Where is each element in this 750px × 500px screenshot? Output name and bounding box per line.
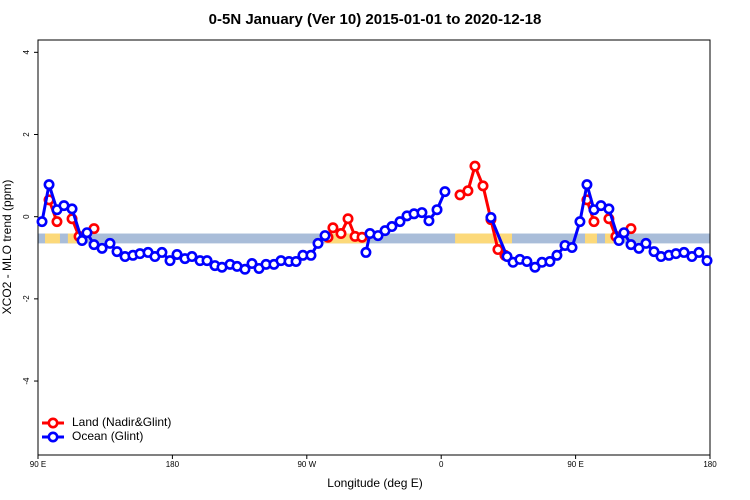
point xyxy=(469,160,481,172)
point xyxy=(305,249,317,261)
legend-label: Ocean (Glint) xyxy=(72,429,143,443)
point xyxy=(246,258,258,270)
point xyxy=(342,213,354,225)
point xyxy=(171,248,183,260)
land-band xyxy=(455,233,512,244)
x-tick-label: 180 xyxy=(166,460,180,469)
point xyxy=(603,203,615,215)
x-tick-label: 0 xyxy=(439,460,444,469)
point xyxy=(462,185,474,197)
point xyxy=(394,216,406,228)
point xyxy=(431,204,443,216)
x-tick-label: 90 W xyxy=(297,460,316,469)
point xyxy=(633,242,645,254)
point xyxy=(111,246,123,258)
point xyxy=(613,235,625,247)
point xyxy=(43,179,55,191)
chart-title: 0-5N January (Ver 10) 2015-01-01 to 2020… xyxy=(209,11,542,28)
x-axis-label: Longitude (deg E) xyxy=(327,476,422,490)
point xyxy=(51,216,63,228)
y-axis-label: XCO2 - MLO trend (ppm) xyxy=(0,180,14,315)
point xyxy=(477,180,489,192)
point xyxy=(529,261,541,273)
point xyxy=(360,246,372,258)
point xyxy=(693,246,705,258)
land-band xyxy=(45,233,60,244)
legend-marker xyxy=(47,417,59,429)
point xyxy=(521,255,533,267)
point xyxy=(81,227,93,239)
point xyxy=(640,237,652,249)
legend-label: Land (Nadir&Glint) xyxy=(72,415,171,429)
point xyxy=(335,228,347,240)
point xyxy=(327,222,339,234)
point xyxy=(544,255,556,267)
point xyxy=(648,246,660,258)
legend-marker xyxy=(47,431,59,443)
point xyxy=(239,263,251,275)
point xyxy=(581,179,593,191)
point xyxy=(386,221,398,233)
point xyxy=(566,242,578,254)
point xyxy=(312,237,324,249)
point xyxy=(416,207,428,219)
x-tick-label: 90 E xyxy=(567,460,583,469)
y-tick-label: 2 xyxy=(22,132,31,137)
point xyxy=(439,186,451,198)
land-band xyxy=(325,233,369,244)
point xyxy=(454,189,466,201)
land-band xyxy=(585,233,597,244)
y-tick-label: -4 xyxy=(22,377,31,385)
point xyxy=(201,255,213,267)
point xyxy=(156,246,168,258)
point xyxy=(485,212,497,224)
point xyxy=(76,235,88,247)
point xyxy=(588,216,600,228)
point xyxy=(492,244,504,256)
point xyxy=(290,255,302,267)
point xyxy=(66,203,78,215)
point xyxy=(164,255,176,267)
point xyxy=(423,215,435,227)
point xyxy=(678,246,690,258)
point xyxy=(36,216,48,228)
point xyxy=(104,237,116,249)
point xyxy=(186,251,198,263)
plot-frame xyxy=(37,39,711,456)
y-tick-label: 0 xyxy=(22,214,31,219)
point xyxy=(96,242,108,254)
point xyxy=(574,216,586,228)
point xyxy=(551,249,563,261)
x-tick-label: 180 xyxy=(703,460,717,469)
point xyxy=(618,227,630,239)
y-tick-label: 4 xyxy=(22,50,31,55)
point xyxy=(701,255,713,267)
point xyxy=(372,230,384,242)
y-tick-label: -2 xyxy=(22,295,31,303)
point xyxy=(319,230,331,242)
x-tick-label: 90 E xyxy=(30,460,46,469)
land-band xyxy=(67,233,80,244)
